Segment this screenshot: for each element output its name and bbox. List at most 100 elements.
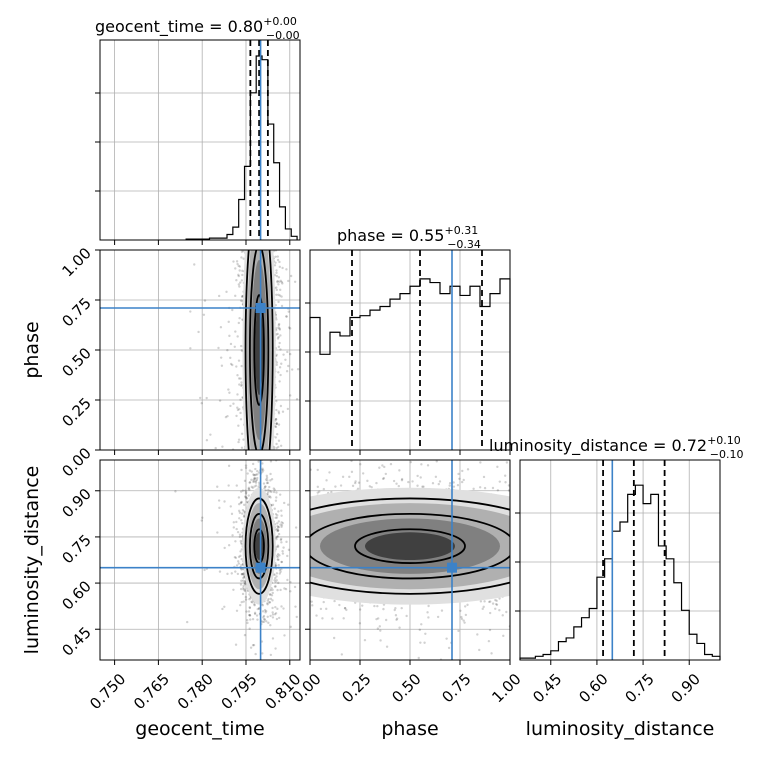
- histogram-phase: [309, 278, 511, 450]
- sample-point: [287, 279, 290, 283]
- sample-point: [242, 588, 245, 591]
- sample-point: [237, 555, 241, 559]
- sample-point: [251, 617, 255, 621]
- sample-point: [266, 602, 269, 605]
- sample-point: [263, 608, 267, 612]
- sample-point: [240, 568, 243, 571]
- sample-point: [283, 634, 286, 637]
- sample-point: [268, 601, 271, 604]
- hist-panel-phase: [305, 249, 511, 455]
- sample-point: [507, 484, 510, 487]
- sample-point: [342, 426, 344, 428]
- sample-point: [241, 294, 244, 298]
- 2d-panel-geocent_time-phase: 0.00 0.25 0.50 0.75 1.00: [58, 244, 301, 480]
- sample-point: [278, 380, 281, 383]
- sample-point: [243, 633, 247, 637]
- sample-point: [250, 478, 253, 482]
- sample-point: [331, 617, 334, 620]
- sample-point: [366, 479, 369, 483]
- sample-point: [315, 614, 318, 617]
- sample-point: [276, 337, 280, 340]
- sample-point: [239, 550, 242, 553]
- sample-point: [252, 473, 256, 477]
- sample-point: [276, 524, 279, 528]
- sample-point: [377, 617, 380, 620]
- sample-point: [266, 599, 270, 602]
- sample-point: [505, 461, 509, 464]
- sample-point: [277, 322, 281, 326]
- sample-point: [252, 643, 256, 647]
- sample-point: [431, 482, 435, 485]
- sample-point: [274, 647, 277, 650]
- sample-point: [264, 485, 267, 488]
- sample-point: [234, 556, 238, 560]
- sample-point: [311, 604, 314, 607]
- sample-point: [288, 352, 292, 356]
- sample-point: [273, 488, 276, 491]
- sample-point: [284, 587, 288, 591]
- sample-point: [443, 445, 445, 447]
- sample-point: [262, 454, 264, 456]
- density-level: [365, 532, 455, 561]
- sample-point: [275, 442, 278, 446]
- sample-point: [245, 497, 249, 500]
- sample-point: [268, 489, 272, 493]
- sample-point: [266, 603, 269, 606]
- sample-point: [411, 702, 413, 704]
- sample-point: [419, 641, 422, 644]
- sample-point: [400, 606, 403, 610]
- sample-point: [496, 489, 500, 492]
- sample-point: [239, 281, 242, 284]
- 2d-panel-geocent_time-luminosity_distance: 0.750 0.765 0.780 0.795 0.8100.450.600.750.9…: [58, 454, 305, 713]
- sample-point: [239, 299, 243, 302]
- sample-point: [397, 678, 399, 680]
- sample-point: [262, 482, 266, 485]
- sample-point: [243, 582, 247, 585]
- sample-point: [252, 671, 254, 673]
- sample-point: [261, 470, 264, 474]
- sample-point: [278, 328, 282, 331]
- sample-point: [294, 605, 297, 608]
- sample-point: [395, 618, 398, 621]
- sample-point: [240, 381, 243, 384]
- sample-point: [301, 568, 303, 570]
- sample-point: [286, 350, 289, 354]
- sample-point: [278, 341, 281, 345]
- sample-point: [240, 501, 243, 504]
- sample-point: [354, 480, 357, 483]
- sample-point: [234, 330, 237, 333]
- sample-point: [274, 417, 278, 421]
- sample-point: [289, 590, 292, 593]
- sample-point: [280, 605, 283, 608]
- sample-point: [277, 563, 280, 567]
- sample-point: [236, 262, 239, 266]
- sample-point: [287, 364, 290, 368]
- sample-point: [224, 687, 226, 689]
- sample-point: [482, 475, 486, 479]
- sample-point: [434, 475, 438, 479]
- sample-point: [246, 621, 249, 625]
- sample-point: [395, 427, 397, 429]
- sample-point: [351, 484, 355, 488]
- sample-point: [277, 525, 280, 529]
- sample-point: [395, 617, 399, 620]
- y-tick-label: 0.45: [58, 623, 94, 659]
- sample-point: [266, 615, 269, 618]
- sample-point: [275, 491, 278, 494]
- sample-point: [244, 495, 247, 498]
- sample-point: [277, 326, 280, 329]
- sample-point: [240, 279, 244, 282]
- sample-point: [277, 276, 281, 279]
- sample-point: [287, 548, 291, 552]
- sample-point: [255, 614, 259, 617]
- sample-point: [227, 484, 230, 487]
- sample-point: [319, 607, 323, 611]
- sample-point: [275, 333, 278, 336]
- sample-point: [375, 617, 378, 621]
- sample-point: [246, 500, 249, 504]
- sample-point: [239, 539, 242, 543]
- sample-point: [241, 269, 244, 273]
- sample-point: [240, 519, 243, 522]
- sample-point: [279, 404, 283, 408]
- ylabel-luminosity-distance: luminosity_distance: [21, 466, 43, 655]
